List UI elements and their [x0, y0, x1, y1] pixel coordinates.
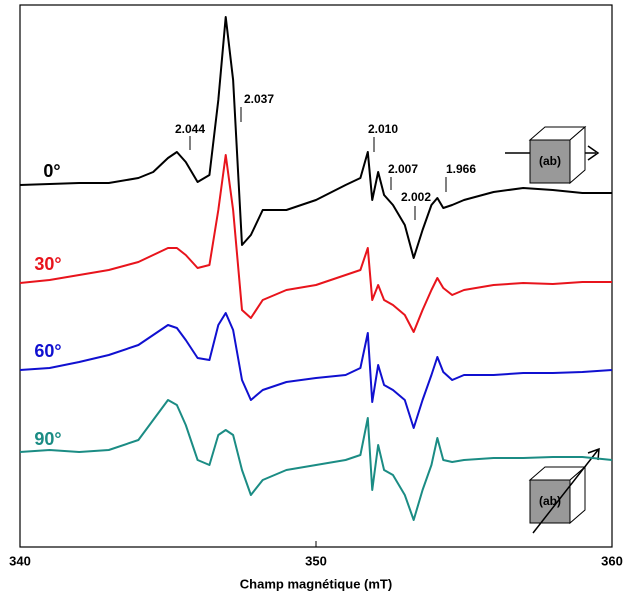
series-line — [19, 16, 612, 259]
annotation: 2.037 — [244, 92, 274, 106]
annotation: 2.010 — [368, 122, 398, 136]
series-line — [19, 399, 613, 521]
annotation: 2.007 — [388, 162, 418, 176]
annotation: 1.966 — [446, 162, 476, 176]
arrow — [532, 449, 599, 534]
series-label: 0° — [43, 161, 60, 181]
x-tick-label: 360 — [601, 553, 623, 568]
series-line — [19, 154, 612, 333]
arrowhead — [587, 145, 600, 161]
annotation: 2.044 — [175, 122, 205, 136]
series-line — [19, 312, 613, 429]
cube-front — [529, 479, 571, 524]
cube-front — [529, 139, 571, 184]
series-label: 30° — [34, 254, 61, 274]
cube-top: (ab) — [505, 125, 600, 185]
annotation: 2.002 — [401, 190, 431, 204]
cube-bottom: (ab) — [528, 447, 600, 534]
x-tick-label: 350 — [305, 553, 327, 568]
arrowhead — [587, 447, 600, 461]
series-label: 60° — [34, 341, 61, 361]
cube-label: (ab) — [539, 154, 561, 168]
x-axis-label: Champ magnétique (mT) — [240, 576, 392, 591]
x-tick-label: 340 — [9, 553, 31, 568]
series-label: 90° — [34, 429, 61, 449]
